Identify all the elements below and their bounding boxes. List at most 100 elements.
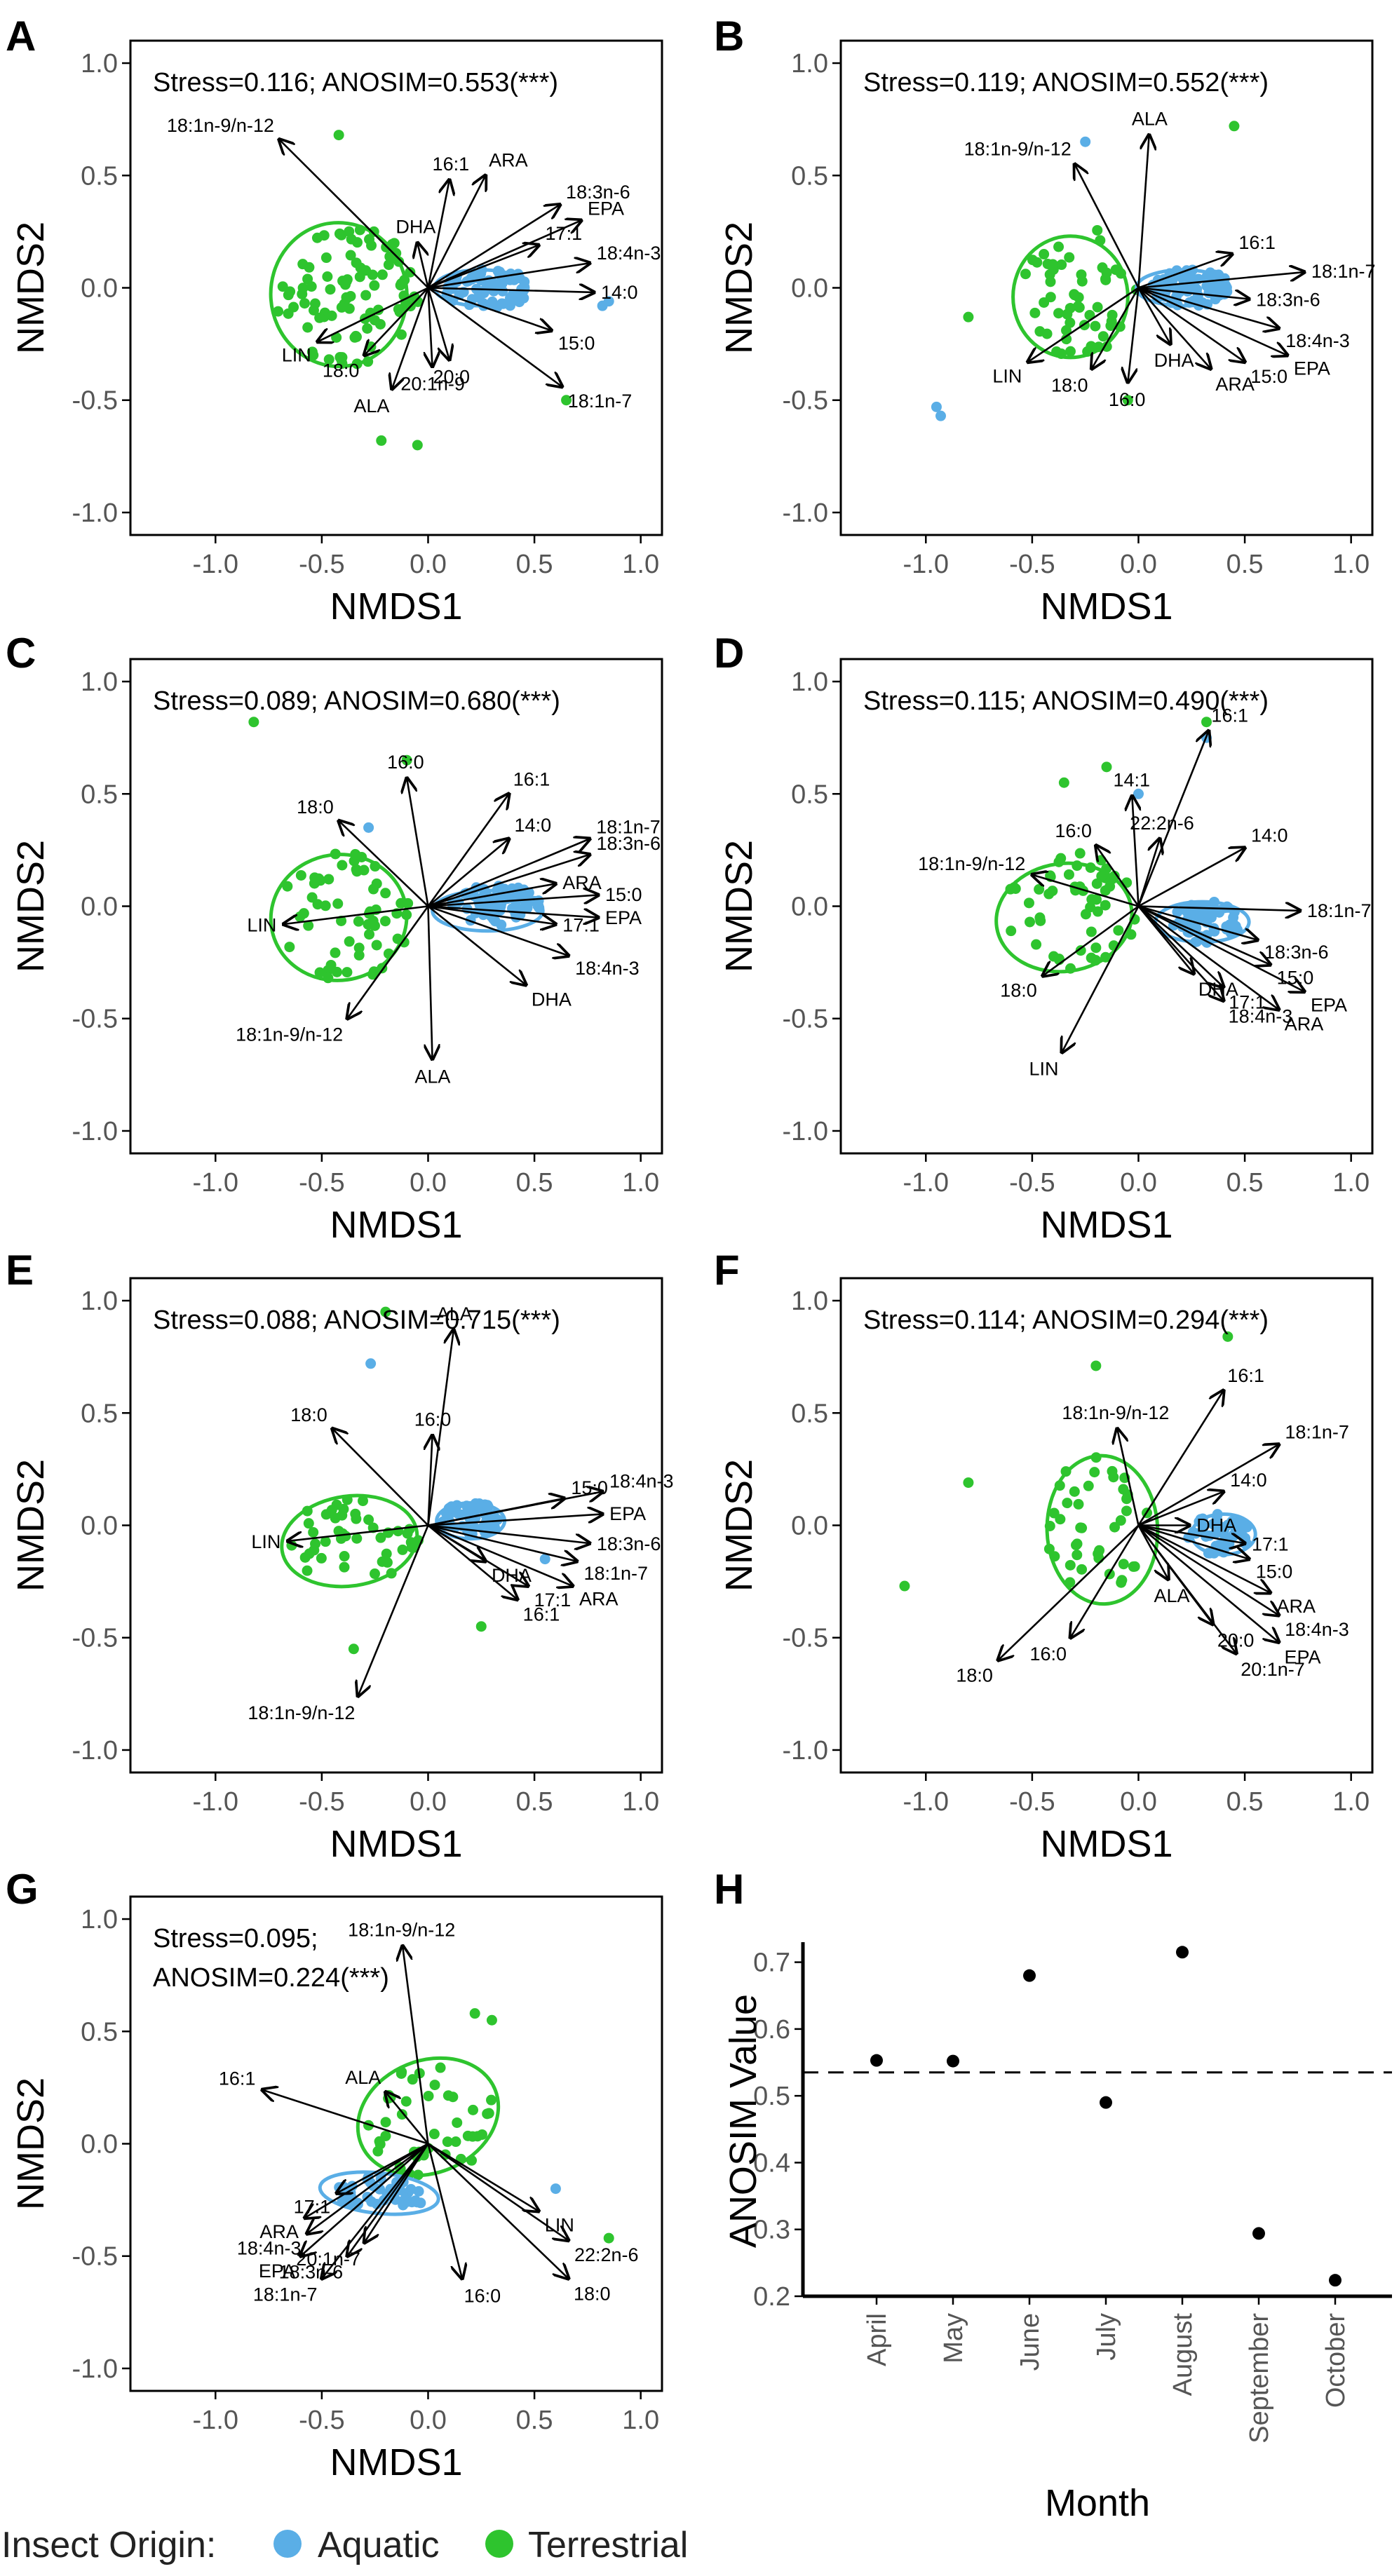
terrestrial-point: [297, 288, 308, 299]
vector-arrow: [1137, 287, 1245, 362]
terrestrial-point: [1100, 274, 1111, 285]
terrestrial-point: [1115, 1515, 1126, 1526]
vector-arrow: [1137, 731, 1208, 907]
vector-label: 18:4n-3: [237, 2237, 302, 2258]
vector-label: 20:1n-9: [400, 374, 465, 395]
terrestrial-point: [412, 296, 424, 307]
panel-label-E: E: [6, 1247, 34, 1294]
terrestrial-point: [1048, 1507, 1060, 1519]
x-tick-label: 0.0: [410, 1787, 447, 1817]
y-tick-label: -0.5: [72, 1005, 118, 1034]
vector-label: 22:2n-6: [574, 2244, 639, 2265]
x-tick-label: 0.5: [1226, 550, 1264, 579]
vector-arrow: [1138, 907, 1299, 911]
vector-label: 14:0: [1230, 1470, 1267, 1491]
terrestrial-point: [306, 281, 317, 292]
vector-arrow: [428, 905, 598, 918]
terrestrial-point: [295, 869, 306, 881]
terrestrial-point: [1069, 1486, 1080, 1497]
x-tick-label: July: [1092, 2313, 1121, 2361]
terrestrial-point: [380, 2117, 391, 2128]
terrestrial-point: [367, 916, 379, 927]
x-tick-label: 1.0: [1332, 1787, 1370, 1817]
aquatic-point: [487, 277, 499, 288]
terrestrial-point: [379, 916, 391, 927]
vector-arrow: [1137, 905, 1270, 965]
panel-label-A: A: [6, 13, 36, 60]
vector-label: 18:4n-3: [1285, 330, 1350, 351]
x-tick-label: -0.5: [1009, 550, 1055, 579]
terrestrial-point: [352, 237, 363, 248]
terrestrial-point: [1006, 926, 1017, 937]
terrestrial-point: [1065, 346, 1076, 357]
aquatic-point: [1219, 1529, 1230, 1540]
terrestrial-point: [963, 311, 974, 323]
terrestrial-point: [314, 967, 325, 978]
terrestrial-point: [248, 717, 259, 728]
vector-label: 18:4n-3: [1229, 1005, 1293, 1026]
stats-text-line: ANOSIM=0.224(***): [153, 1963, 389, 1993]
vector-label: 15:0: [1256, 1561, 1293, 1582]
terrestrial-point: [357, 1496, 368, 1507]
vector-label: 18:0: [574, 2283, 611, 2304]
vector-arrow: [1137, 1524, 1168, 1580]
terrestrial-point: [1097, 262, 1108, 273]
vector-label: 17:1: [562, 914, 600, 935]
x-tick-label: -1.0: [193, 2406, 238, 2435]
terrestrial-point: [333, 130, 344, 141]
x-tick-label: September: [1245, 2313, 1274, 2443]
aquatic-point: [473, 292, 484, 303]
vector-arrow: [427, 220, 581, 289]
terrestrial-point: [1072, 1550, 1083, 1561]
y-tick-label: -1.0: [72, 1736, 118, 1765]
terrestrial-point: [1097, 331, 1109, 342]
terrestrial-point: [353, 916, 364, 927]
vector-arrow: [428, 883, 555, 907]
legend-aquatic-swatch: [273, 2530, 302, 2558]
vector-arrow: [365, 2143, 429, 2243]
terrestrial-point: [1061, 334, 1072, 345]
terrestrial-point: [1222, 1331, 1234, 1342]
vector-label: 16:1: [1211, 705, 1248, 726]
terrestrial-point: [1072, 301, 1083, 312]
terrestrial-point: [363, 1514, 374, 1525]
terrestrial-point: [371, 940, 382, 951]
vector-label: 22:2n-6: [1130, 813, 1194, 834]
vector-arrow: [427, 1330, 453, 1526]
x-tick-label: -1.0: [903, 550, 949, 579]
terrestrial-point: [1100, 900, 1111, 911]
vector-label: 16:1: [433, 154, 470, 175]
vector-label: 15:0: [1277, 968, 1314, 989]
terrestrial-point: [401, 754, 412, 766]
aquatic-point: [1189, 282, 1200, 293]
terrestrial-point: [1094, 1545, 1105, 1556]
vector-arrow: [1137, 905, 1278, 1010]
aquatic-point: [452, 1508, 464, 1519]
terrestrial-point: [468, 2104, 479, 2115]
vector-label: LIN: [247, 914, 276, 935]
x-tick-label: -1.0: [193, 1168, 238, 1198]
terrestrial-point: [1056, 259, 1067, 271]
terrestrial-point: [1045, 276, 1056, 287]
terrestrial-point: [1069, 289, 1080, 300]
vector-arrow: [307, 2143, 429, 2234]
panel-label-C: C: [6, 630, 36, 677]
vector-label: EPA: [1311, 995, 1347, 1016]
terrestrial-point: [475, 1621, 487, 1632]
aquatic-point: [1208, 1519, 1219, 1530]
vector-arrow: [1092, 287, 1140, 369]
y-tick-label: 0.0: [81, 1512, 118, 1541]
terrestrial-point: [1122, 395, 1133, 406]
anosim-point: [1176, 1946, 1189, 1959]
x-tick-label: 0.5: [516, 550, 553, 579]
vector-arrow: [1138, 272, 1304, 289]
vector-arrow: [1062, 905, 1140, 1052]
terrestrial-point: [429, 2080, 440, 2091]
vector-label: ALA: [1132, 109, 1168, 130]
vector-arrow: [427, 2143, 462, 2279]
x-tick-label: -0.5: [299, 2406, 344, 2435]
terrestrial-point: [351, 1533, 363, 1544]
x-axis-label: Month: [1045, 2482, 1150, 2524]
aquatic-point: [497, 285, 508, 297]
x-tick-label: -0.5: [299, 1787, 344, 1817]
